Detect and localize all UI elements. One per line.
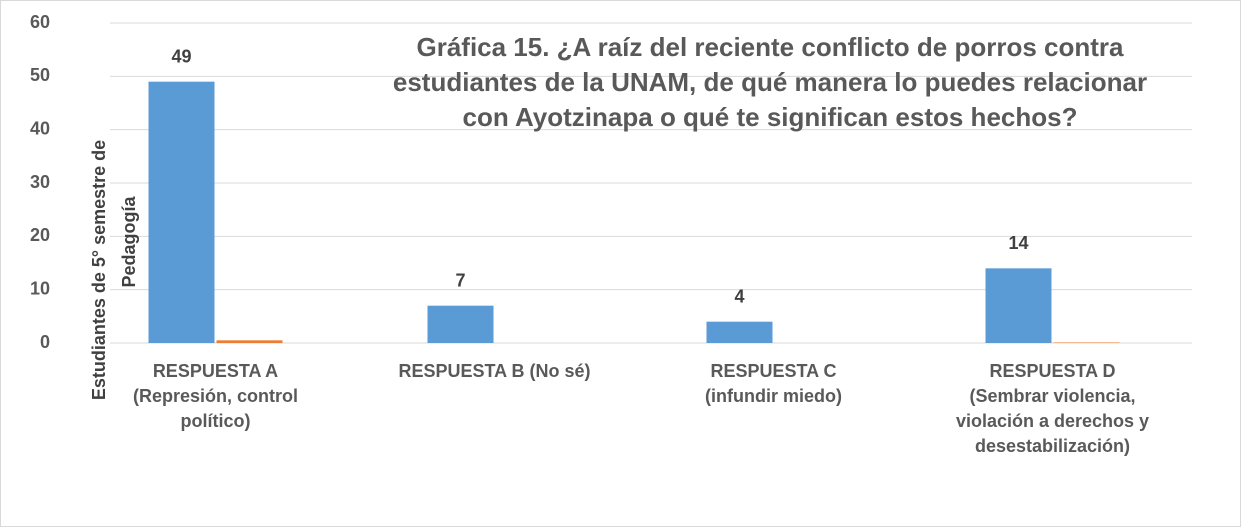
- x-tick-label: (Represión, control: [133, 386, 298, 406]
- x-tick-label: RESPUESTA A: [153, 361, 278, 381]
- value-label: 7: [455, 270, 465, 290]
- chart-title: con Ayotzinapa o qué te significan estos…: [463, 102, 1078, 132]
- chart-title: estudiantes de la UNAM, de qué manera lo…: [393, 67, 1147, 97]
- x-tick-label: desestabilización): [975, 436, 1130, 456]
- x-tick-label: RESPUESTA B (No sé): [398, 361, 590, 381]
- x-tick-label: (Sembrar violencia,: [969, 386, 1135, 406]
- value-label: 14: [1008, 233, 1028, 253]
- y-axis-label: Estudiantes de 5° semestre de: [89, 140, 109, 400]
- bar: [706, 321, 773, 343]
- chart-title: Gráfica 15. ¿A raíz del reciente conflic…: [416, 32, 1124, 62]
- x-tick-label: RESPUESTA C: [710, 361, 836, 381]
- value-label: 4: [734, 286, 744, 306]
- y-tick-label: 50: [30, 65, 50, 85]
- y-tick-label: 40: [30, 118, 50, 138]
- y-tick-label: 0: [40, 332, 50, 352]
- bar: [148, 81, 215, 344]
- value-label: 49: [171, 46, 191, 66]
- bar: [216, 340, 283, 343]
- bar: [985, 268, 1052, 343]
- y-tick-label: 20: [30, 225, 50, 245]
- y-tick-label: 60: [30, 12, 50, 32]
- bar: [427, 305, 494, 343]
- y-tick-label: 10: [30, 278, 50, 298]
- bar: [1053, 342, 1120, 343]
- x-tick-label: violación a derechos y: [956, 411, 1149, 431]
- y-tick-label: 30: [30, 172, 50, 192]
- y-axis-label: Pedagogía: [119, 196, 139, 288]
- x-tick-label: (infundir miedo): [705, 386, 842, 406]
- x-tick-label: RESPUESTA D: [989, 361, 1115, 381]
- x-tick-label: político): [181, 411, 251, 431]
